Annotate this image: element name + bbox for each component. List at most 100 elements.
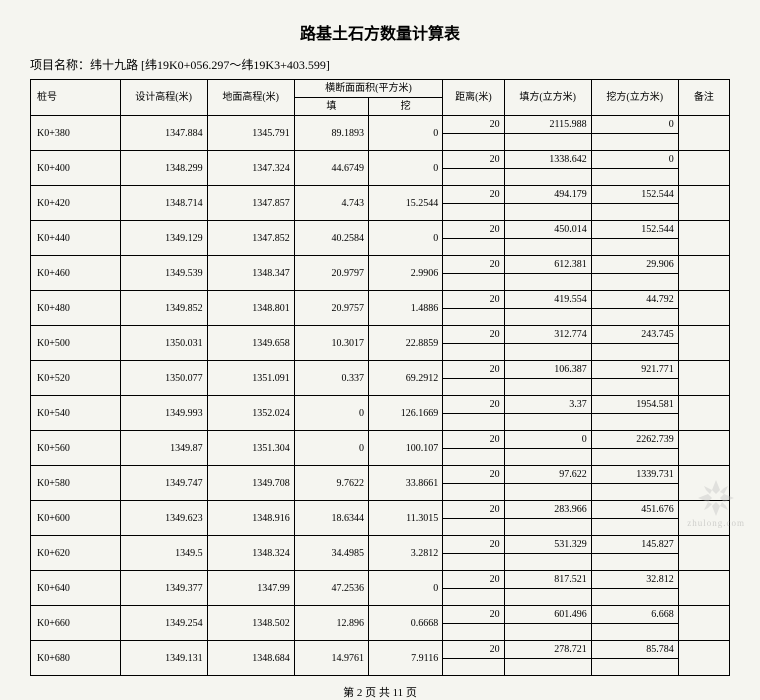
cell-cutv <box>591 659 678 676</box>
cell-note <box>678 116 729 151</box>
cell-fill: 20.9757 <box>294 291 368 326</box>
cell-station: K0+600 <box>31 501 121 536</box>
table-row: K0+4001348.2991347.32444.67490201338.642… <box>31 151 730 169</box>
cell-cutv <box>591 449 678 466</box>
cell-fillv: 817.521 <box>504 571 591 589</box>
cell-cut: 69.2912 <box>368 361 442 396</box>
cell-fill: 9.7622 <box>294 466 368 501</box>
cell-cutv: 152.544 <box>591 221 678 239</box>
cell-design: 1349.129 <box>120 221 207 256</box>
cell-note <box>678 186 729 221</box>
cell-cutv: 2262.739 <box>591 431 678 449</box>
cell-cutv: 29.906 <box>591 256 678 274</box>
cell-dist: 20 <box>443 431 504 449</box>
cell-fillv <box>504 449 591 466</box>
cell-fillv <box>504 309 591 326</box>
cell-cut: 0 <box>368 151 442 186</box>
cell-dist <box>443 554 504 571</box>
cell-dist: 20 <box>443 151 504 169</box>
cell-ground: 1347.324 <box>207 151 294 186</box>
cell-fillv: 106.387 <box>504 361 591 379</box>
cell-fillv <box>504 484 591 501</box>
cell-station: K0+440 <box>31 221 121 256</box>
cell-fill: 10.3017 <box>294 326 368 361</box>
cell-design: 1347.884 <box>120 116 207 151</box>
table-row: K0+6001349.6231348.91618.634411.30152028… <box>31 501 730 519</box>
table-row: K0+6401349.3771347.9947.2536020817.52132… <box>31 571 730 589</box>
cell-dist <box>443 134 504 151</box>
cell-fillv: 278.721 <box>504 641 591 659</box>
cell-note <box>678 396 729 431</box>
cell-ground: 1347.852 <box>207 221 294 256</box>
cell-ground: 1347.99 <box>207 571 294 606</box>
cell-fillv <box>504 379 591 396</box>
cell-cutv <box>591 379 678 396</box>
cell-design: 1349.254 <box>120 606 207 641</box>
cell-station: K0+500 <box>31 326 121 361</box>
cell-note <box>678 536 729 571</box>
cell-cutv: 152.544 <box>591 186 678 204</box>
cell-fillv: 1338.642 <box>504 151 591 169</box>
cell-dist: 20 <box>443 291 504 309</box>
cell-station: K0+620 <box>31 536 121 571</box>
cell-dist: 20 <box>443 641 504 659</box>
header-station: 桩号 <box>31 80 121 116</box>
cell-fillv: 97.622 <box>504 466 591 484</box>
table-row: K0+6801349.1311348.68414.97617.911620278… <box>31 641 730 659</box>
cell-fillv: 450.014 <box>504 221 591 239</box>
cell-ground: 1348.502 <box>207 606 294 641</box>
cell-design: 1350.077 <box>120 361 207 396</box>
cell-cutv <box>591 274 678 291</box>
cell-design: 1349.5 <box>120 536 207 571</box>
cell-fill: 44.6749 <box>294 151 368 186</box>
cell-design: 1350.031 <box>120 326 207 361</box>
cell-fill: 20.9797 <box>294 256 368 291</box>
cell-ground: 1351.091 <box>207 361 294 396</box>
cell-cutv: 145.827 <box>591 536 678 554</box>
cell-ground: 1349.658 <box>207 326 294 361</box>
header-cutv: 挖方(立方米) <box>591 80 678 116</box>
cell-fill: 4.743 <box>294 186 368 221</box>
cell-dist <box>443 344 504 361</box>
cell-fillv: 0 <box>504 431 591 449</box>
cell-cut: 100.107 <box>368 431 442 466</box>
cell-cut: 0.6668 <box>368 606 442 641</box>
cell-dist <box>443 589 504 606</box>
cell-fillv: 531.329 <box>504 536 591 554</box>
cell-ground: 1348.347 <box>207 256 294 291</box>
cell-fillv: 312.774 <box>504 326 591 344</box>
cell-ground: 1348.916 <box>207 501 294 536</box>
cell-note <box>678 431 729 466</box>
cell-cutv <box>591 239 678 256</box>
cell-dist: 20 <box>443 256 504 274</box>
cell-cutv: 451.676 <box>591 501 678 519</box>
watermark-icon <box>696 478 736 518</box>
cell-note <box>678 571 729 606</box>
cell-cutv <box>591 414 678 431</box>
cell-station: K0+540 <box>31 396 121 431</box>
cell-cutv: 243.745 <box>591 326 678 344</box>
cell-dist: 20 <box>443 466 504 484</box>
cell-fill: 47.2536 <box>294 571 368 606</box>
cell-note <box>678 151 729 186</box>
table-row: K0+4401349.1291347.85240.2584020450.0141… <box>31 221 730 239</box>
cell-dist: 20 <box>443 116 504 134</box>
cell-note <box>678 606 729 641</box>
header-fill: 填 <box>294 98 368 116</box>
cell-dist <box>443 659 504 676</box>
cell-fill: 14.9761 <box>294 641 368 676</box>
table-row: K0+4801349.8521348.80120.97571.488620419… <box>31 291 730 309</box>
cell-cutv <box>591 344 678 361</box>
cell-cut: 1.4886 <box>368 291 442 326</box>
table-row: K0+5401349.9931352.0240126.1669203.37195… <box>31 396 730 414</box>
cell-dist <box>443 239 504 256</box>
cell-dist: 20 <box>443 501 504 519</box>
calculation-table: 桩号 设计高程(米) 地面高程(米) 横断面面积(平方米) 距离(米) 填方(立… <box>30 79 730 676</box>
cell-cutv: 1954.581 <box>591 396 678 414</box>
cell-fill: 89.1893 <box>294 116 368 151</box>
cell-cutv: 44.792 <box>591 291 678 309</box>
cell-fillv <box>504 239 591 256</box>
cell-cut: 0 <box>368 571 442 606</box>
cell-fillv <box>504 554 591 571</box>
cell-cutv <box>591 589 678 606</box>
